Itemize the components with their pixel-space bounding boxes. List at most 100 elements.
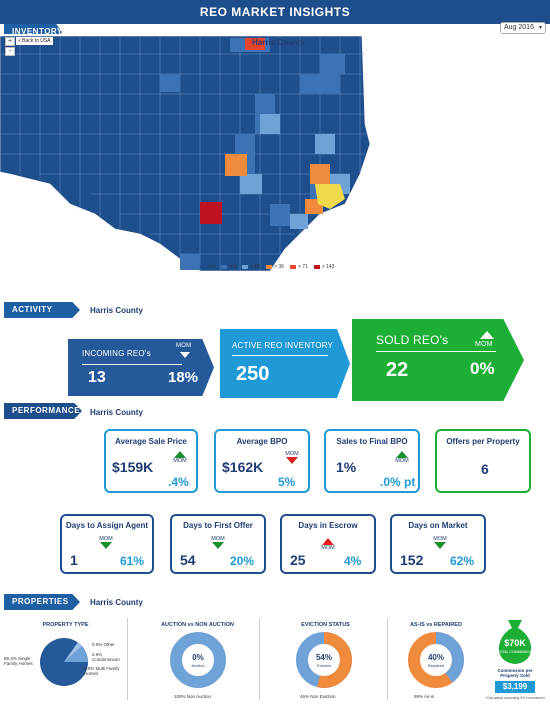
legend-item: > 36 xyxy=(266,264,284,270)
property-type-panel: PROPERTY TYPE 89.4% Single Family Homes … xyxy=(4,618,128,700)
zoom-controls: + - xyxy=(5,37,15,57)
property-type-pie xyxy=(40,638,89,686)
avg-sale-price-card: Average Sale Price $159K MOM .4% xyxy=(104,429,198,493)
card-pct: .4% xyxy=(168,475,189,489)
mom-label: MOM xyxy=(176,343,192,349)
card-title: Days on Market xyxy=(408,521,468,530)
map-svg xyxy=(0,34,370,271)
legend-item: > 71 xyxy=(289,264,308,270)
back-to-usa-link[interactable]: « Back to USA xyxy=(16,37,53,45)
properties-county: Harris County xyxy=(90,598,143,607)
card-value: 1% xyxy=(336,459,357,475)
mom-indicator: MOM xyxy=(170,451,190,464)
down-arrow-icon xyxy=(100,542,112,549)
commission-badge-sub: TOTAL COMMISSION xyxy=(497,650,533,654)
money-bag-icon xyxy=(498,620,532,664)
card-pct: 5% xyxy=(278,475,296,489)
donut-center: 54% xyxy=(315,653,332,662)
offers-per-property-card: Offers per Property 6 xyxy=(435,429,531,493)
donut-sub: Eviction xyxy=(316,663,331,668)
up-arrow-icon xyxy=(396,451,408,458)
down-arrow-icon xyxy=(212,542,224,549)
card-pct: 20% xyxy=(230,554,255,568)
legend-condo: 2.6% Condominium xyxy=(92,652,120,662)
county-map[interactable] xyxy=(0,34,370,271)
card-value: 152 xyxy=(400,552,424,568)
down-arrow-icon xyxy=(286,457,298,464)
legend-multi-family: 8.0% Multi Family Homes xyxy=(84,666,120,676)
card-pct: .0% pt xyxy=(380,475,416,489)
mom-indicator: MOM xyxy=(96,536,116,549)
map-title: Harris County xyxy=(252,38,305,47)
card-value: 1 xyxy=(70,552,78,568)
commission-note: *Calculated assuming 3% commission xyxy=(485,696,545,700)
auction-panel: AUCTION vs NON AUCTION 0% Auction 100% N… xyxy=(136,618,260,700)
legend-as-is: 59% As-is xyxy=(414,694,435,699)
map-legend: > 0 > 9 > 18 > 36 > 71 > 143 xyxy=(200,264,334,270)
asis-panel: AS-IS vs REPAIRED 40% Repaired 59% As-is xyxy=(392,618,480,700)
card-pct: 61% xyxy=(120,554,145,568)
section-activity: ACTIVITY xyxy=(4,302,80,318)
up-arrow-icon xyxy=(174,451,186,458)
legend-non-eviction: 46% Non Eviction xyxy=(300,694,336,699)
sales-to-bpo-card: Sales to Final BPO 1% MOM .0% pt xyxy=(324,429,420,493)
incoming-label: INCOMING REO's xyxy=(82,349,151,358)
asis-donut xyxy=(408,632,464,688)
panel-title: EVICTION STATUS xyxy=(301,622,350,628)
up-arrow-icon xyxy=(322,538,334,545)
mom-indicator: MOM xyxy=(318,538,338,551)
eviction-panel: EVICTION STATUS 54% Eviction 46% Non Evi… xyxy=(264,618,388,700)
days-in-escrow-card: Days in Escrow MOM 25 4% xyxy=(280,514,376,574)
legend-item: > 0 xyxy=(200,264,215,270)
donut-center: 0% xyxy=(192,653,204,662)
sold-reo-card: SOLD REO's MOM 22 0% xyxy=(352,319,524,401)
panel-title: PROPERTY TYPE xyxy=(42,622,89,628)
panel-title: AUCTION vs NON AUCTION xyxy=(161,622,234,628)
down-arrow-icon xyxy=(434,542,446,549)
legend-single-family: 89.4% Single Family Homes xyxy=(4,656,33,666)
commission-label: Commission per Property Sold xyxy=(497,668,533,678)
card-value: 54 xyxy=(180,552,196,568)
days-on-market-card: Days on Market MOM 152 62% xyxy=(390,514,486,574)
card-value: $159K xyxy=(112,459,154,475)
zoom-out-button[interactable]: - xyxy=(5,47,15,56)
zoom-in-button[interactable]: + xyxy=(5,37,15,46)
commission-value: $3,199 xyxy=(495,681,535,693)
commission-badge: $70K xyxy=(504,638,526,648)
avg-bpo-card: Average BPO $162K MOM 5% xyxy=(214,429,310,493)
legend-item: > 18 xyxy=(242,264,260,270)
card-title: Average BPO xyxy=(236,437,288,446)
section-properties: PROPERTIES xyxy=(4,594,80,610)
active-value: 250 xyxy=(236,363,270,385)
mom-indicator: MOM xyxy=(208,536,228,549)
sold-pct: 0% xyxy=(470,359,495,378)
card-title: Average Sale Price xyxy=(115,437,187,446)
legend-other: 0.0% Other xyxy=(92,642,115,647)
sold-value: 22 xyxy=(386,359,409,381)
active-label: ACTIVE REO INVENTORY xyxy=(232,341,334,350)
eviction-donut xyxy=(296,632,352,688)
incoming-value: 13 xyxy=(88,369,106,386)
down-arrow-icon xyxy=(180,352,190,358)
card-value: $162K xyxy=(222,459,264,475)
legend-non-auction: 100% Non Auction xyxy=(174,694,212,699)
up-arrow-icon xyxy=(480,331,494,339)
donut-sub: Auction xyxy=(191,663,205,668)
card-title: Sales to Final BPO xyxy=(336,437,408,446)
card-pct: 62% xyxy=(450,554,475,568)
card-value: 25 xyxy=(290,552,306,568)
legend-item: > 9 xyxy=(221,264,236,270)
mom-indicator: MOM xyxy=(430,536,450,549)
incoming-pct: 18% xyxy=(168,369,199,386)
incoming-reo-card: INCOMING REO's MOM 13 18% xyxy=(68,339,214,396)
sold-label: SOLD REO's xyxy=(376,333,449,347)
period-select[interactable]: Aug 2016 ▾ xyxy=(500,22,546,34)
activity-county: Harris County xyxy=(90,306,143,315)
auction-donut xyxy=(170,632,226,688)
days-assign-agent-card: Days to Assign Agent MOM 1 61% xyxy=(60,514,154,574)
mom-label: MOM xyxy=(475,341,493,348)
days-first-offer-card: Days to First Offer MOM 54 20% xyxy=(170,514,266,574)
active-inventory-card: ACTIVE REO INVENTORY 250 xyxy=(220,329,350,398)
period-value: Aug 2016 xyxy=(504,24,534,31)
donut-center: 40% xyxy=(427,653,444,662)
